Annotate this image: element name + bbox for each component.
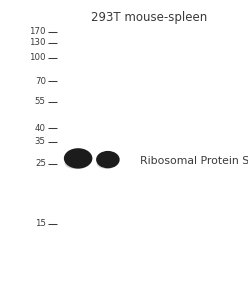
Text: 130: 130 xyxy=(29,38,46,47)
Text: 25: 25 xyxy=(35,159,46,168)
Ellipse shape xyxy=(97,159,117,169)
Text: 293T mouse-spleen: 293T mouse-spleen xyxy=(91,11,207,23)
Text: 100: 100 xyxy=(29,53,46,62)
Text: 35: 35 xyxy=(35,137,46,146)
Text: 170: 170 xyxy=(29,27,46,36)
Ellipse shape xyxy=(64,158,89,169)
Text: Ribosomal Protein S4Y1: Ribosomal Protein S4Y1 xyxy=(140,156,248,167)
Text: 55: 55 xyxy=(35,98,46,106)
Text: 70: 70 xyxy=(35,76,46,85)
Text: 40: 40 xyxy=(35,124,46,133)
Ellipse shape xyxy=(64,148,93,169)
Text: 15: 15 xyxy=(35,219,46,228)
Ellipse shape xyxy=(96,151,120,168)
